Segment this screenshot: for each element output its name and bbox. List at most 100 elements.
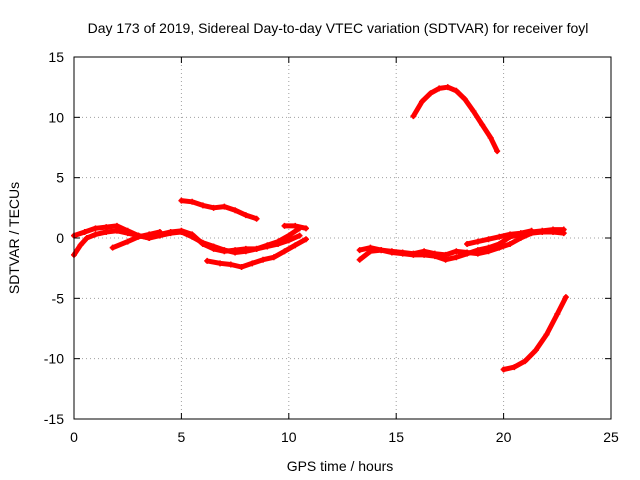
data-point — [302, 236, 309, 243]
series-track-c — [109, 228, 163, 251]
data-point — [178, 197, 185, 204]
series-track-f — [281, 222, 309, 232]
series-track-i — [464, 227, 535, 248]
data-point — [249, 260, 256, 267]
data-point — [418, 98, 425, 105]
data-point — [199, 239, 206, 246]
data-point — [124, 227, 131, 234]
data-point — [275, 238, 282, 245]
data-point — [532, 347, 539, 354]
y-tick-label: 10 — [48, 109, 64, 125]
data-point — [83, 235, 90, 241]
data-point — [453, 254, 460, 261]
data-point — [135, 233, 142, 240]
data-point — [378, 247, 385, 254]
data-point — [464, 241, 471, 248]
x-tick-label: 10 — [281, 429, 297, 445]
data-point — [260, 256, 267, 263]
y-tick-label: 0 — [56, 230, 64, 246]
axis-ticks: 0 5 10 15 20 25 -15 -10 -5 0 5 10 15 — [44, 49, 619, 445]
data-point — [302, 225, 309, 232]
data-point — [539, 228, 546, 235]
x-tick-label: 15 — [388, 429, 404, 445]
y-axis-label: SDTVAR / TECUs — [6, 182, 22, 294]
data-point — [167, 230, 174, 237]
data-point — [103, 224, 110, 231]
data-point — [410, 250, 417, 257]
data-series — [71, 84, 569, 373]
data-point — [487, 134, 494, 141]
data-point — [474, 238, 481, 245]
data-point — [221, 203, 228, 210]
data-point — [543, 331, 550, 338]
data-point — [444, 84, 451, 91]
data-point — [270, 254, 277, 261]
data-point — [92, 225, 99, 232]
data-point — [485, 236, 492, 243]
data-point — [253, 215, 260, 222]
data-point — [210, 243, 217, 250]
data-point — [199, 202, 206, 209]
y-tick-label: 5 — [56, 170, 64, 186]
data-point — [367, 244, 374, 251]
data-point — [496, 244, 503, 251]
data-point — [507, 241, 514, 248]
series-track-h — [356, 228, 567, 258]
series-track-e — [204, 236, 309, 270]
y-tick-label: 15 — [48, 49, 64, 65]
data-point — [285, 232, 292, 239]
series-track-d — [178, 197, 260, 222]
data-point — [253, 245, 260, 252]
data-point — [356, 247, 363, 254]
x-tick-label: 25 — [603, 429, 619, 445]
series-line — [204, 236, 309, 270]
data-point — [554, 311, 561, 318]
data-point — [264, 242, 271, 249]
data-point — [189, 233, 196, 240]
data-point — [410, 113, 417, 120]
data-point — [189, 198, 196, 205]
data-point — [156, 228, 163, 235]
data-point — [511, 364, 518, 371]
data-point — [528, 227, 535, 234]
data-point — [227, 261, 234, 268]
data-point — [232, 249, 239, 256]
y-tick-label: -5 — [52, 290, 65, 306]
data-point — [485, 248, 492, 255]
x-tick-label: 0 — [70, 429, 78, 445]
data-point — [296, 232, 303, 239]
data-point — [461, 96, 468, 103]
data-point — [178, 228, 185, 235]
data-point — [470, 108, 477, 115]
series-track-j — [410, 84, 501, 155]
data-point — [124, 238, 131, 245]
data-point — [146, 231, 153, 238]
data-point — [217, 260, 224, 267]
data-point — [500, 366, 507, 373]
data-point — [453, 87, 460, 94]
data-point — [431, 250, 438, 257]
data-point — [281, 248, 288, 255]
data-point — [204, 257, 211, 264]
x-tick-label: 20 — [496, 429, 512, 445]
data-point — [242, 212, 249, 219]
data-point — [77, 242, 84, 249]
data-point — [479, 121, 486, 128]
data-point — [81, 228, 88, 235]
series-track-k — [500, 294, 569, 373]
data-point — [281, 222, 288, 229]
data-point — [109, 244, 116, 251]
data-point — [496, 233, 503, 240]
data-point — [388, 248, 395, 255]
data-point — [356, 256, 363, 263]
data-point — [560, 230, 567, 237]
data-point — [436, 85, 443, 92]
data-point — [494, 148, 501, 155]
y-tick-label: -10 — [44, 351, 64, 367]
data-point — [507, 231, 514, 238]
data-point — [442, 251, 449, 258]
data-point — [522, 358, 529, 365]
data-point — [242, 248, 249, 255]
